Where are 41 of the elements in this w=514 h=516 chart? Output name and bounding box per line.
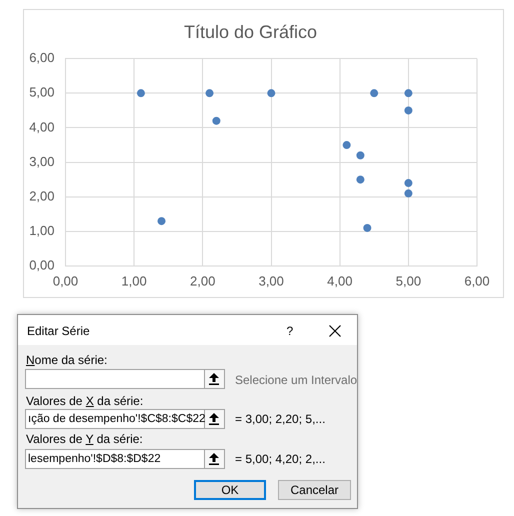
x-tick-label: 6,00	[464, 273, 490, 288]
x-tick-label: 5,00	[396, 273, 422, 288]
point	[356, 151, 364, 160]
point	[404, 106, 412, 114]
text: Valores de Y da série:	[26, 431, 143, 447]
text: Valores de X da série:	[26, 393, 144, 409]
button: OK	[194, 480, 266, 500]
point	[158, 217, 166, 226]
text: ?	[286, 323, 294, 339]
point	[370, 89, 378, 98]
point	[404, 89, 412, 98]
text-field: ıção de desempenho'!$C$8:$C$22	[25, 409, 225, 429]
x-tick-label: 4,00	[327, 273, 352, 288]
text: = 5,00; 4,20; 2,...	[235, 451, 326, 467]
y-tick-label: 2,00	[29, 188, 54, 204]
chart-title: Título do Gráfico	[184, 22, 318, 42]
text: Selecione um Intervalo	[235, 372, 358, 388]
point	[404, 189, 412, 198]
point	[356, 176, 364, 184]
x-tick-label: 1,00	[121, 273, 147, 288]
x-tick-label: 3,00	[258, 273, 284, 288]
point	[212, 116, 220, 125]
y-tick-label: 0,00	[29, 258, 54, 273]
text: = 3,00; 2,20; 5,...	[235, 411, 326, 427]
text: Nome da série:	[26, 352, 108, 368]
y-tick-label: 1,00	[29, 223, 54, 238]
text: Editar Série	[27, 323, 90, 339]
point	[267, 89, 276, 98]
point	[404, 179, 412, 188]
point	[206, 89, 214, 98]
y-tick-label: 5,00	[29, 84, 54, 100]
button: Cancelar	[278, 480, 351, 500]
point	[136, 89, 145, 98]
text-field: lesempenho'!$D$8:$D$22	[25, 449, 225, 469]
y-tick-label: 3,00	[29, 154, 54, 169]
y-tick-label: 6,00	[29, 50, 54, 66]
point	[363, 224, 372, 232]
y-tick-label: 4,00	[29, 119, 54, 134]
point	[342, 141, 351, 150]
x-tick-label: 0,00	[52, 273, 78, 288]
x-tick-label: 2,00	[190, 273, 216, 288]
